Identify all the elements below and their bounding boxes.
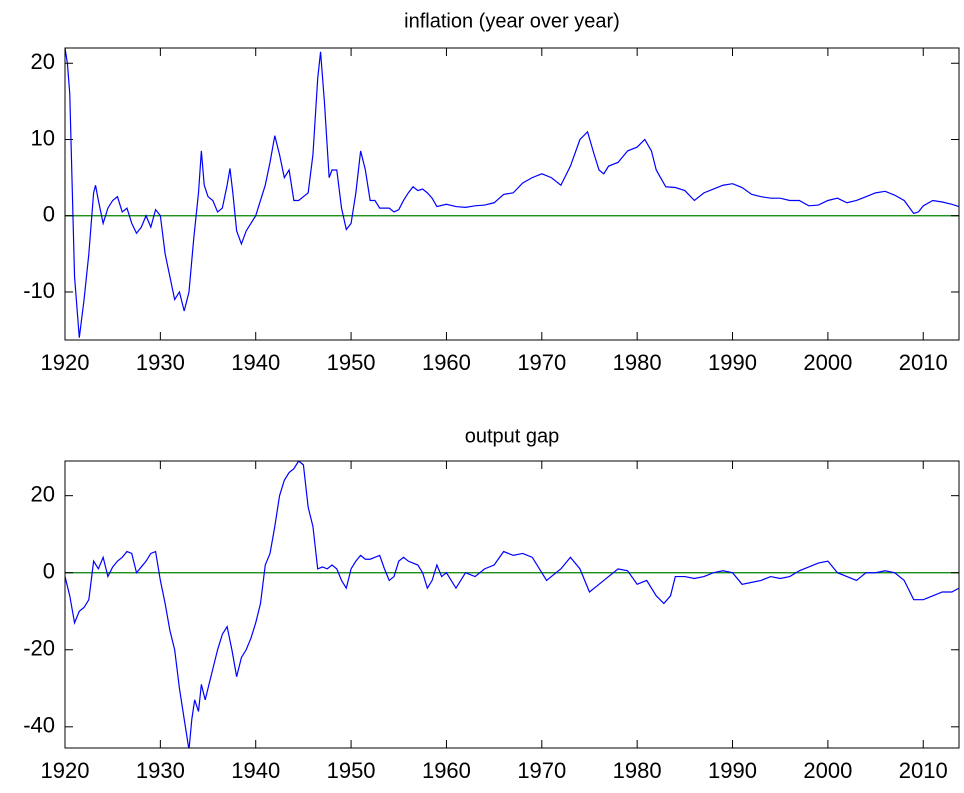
axes-box [64, 47, 960, 341]
x-tick-label: 1950 [327, 758, 376, 783]
x-tick-label: 2010 [899, 758, 948, 783]
x-tick-label: 1920 [41, 350, 90, 375]
x-tick-label: 1920 [41, 758, 90, 783]
x-tick-label: 1980 [613, 350, 662, 375]
x-tick-label: 2000 [803, 350, 852, 375]
x-tick-label: 1960 [422, 350, 471, 375]
x-tick-label: 1930 [136, 350, 185, 375]
x-tick-label: 1970 [517, 758, 566, 783]
y-tick-label: 20 [31, 481, 55, 506]
chart-title: inflation (year over year) [404, 10, 620, 32]
x-tick-label: 1940 [231, 758, 280, 783]
x-tick-label: 1990 [708, 758, 757, 783]
y-tick-label: 0 [43, 559, 55, 584]
plot-area [65, 48, 959, 338]
data-line [65, 461, 959, 748]
x-tick-label: 1980 [613, 758, 662, 783]
x-tick-label: 2000 [803, 758, 852, 783]
y-tick-label: 0 [43, 202, 55, 227]
chart-title: output gap [465, 425, 560, 447]
y-tick-label: 20 [31, 49, 55, 74]
y-tick-label: -40 [23, 713, 55, 738]
x-tick-label: 1950 [327, 350, 376, 375]
y-tick-label: -10 [23, 278, 55, 303]
data-line [65, 48, 959, 338]
y-tick-label: -20 [23, 636, 55, 661]
x-tick-label: 1990 [708, 350, 757, 375]
x-tick-label: 2010 [899, 350, 948, 375]
x-tick-label: 1930 [136, 758, 185, 783]
x-tick-label: 1970 [517, 350, 566, 375]
y-tick-label: 10 [31, 125, 55, 150]
x-tick-label: 1940 [231, 350, 280, 375]
plot-area [65, 461, 959, 748]
axes-box [64, 460, 960, 749]
x-tick-label: 1960 [422, 758, 471, 783]
